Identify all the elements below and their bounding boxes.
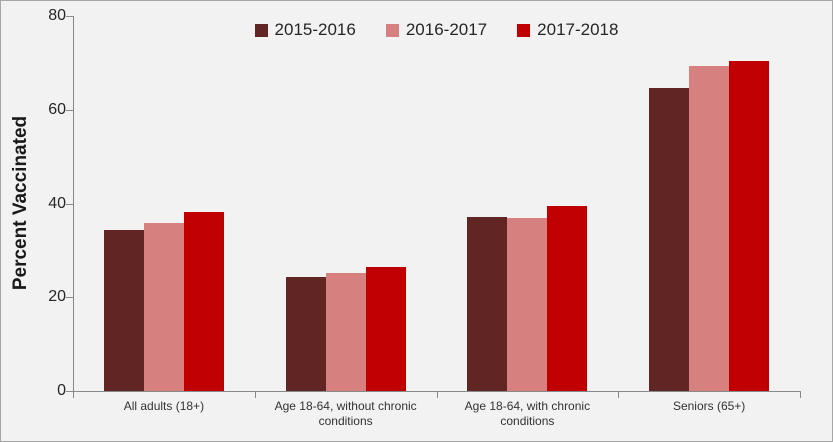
bar-2016-2017-1 bbox=[143, 223, 184, 391]
bar-2017-2018-2 bbox=[365, 266, 406, 391]
y-tick-0 bbox=[66, 391, 73, 392]
x-tick-2 bbox=[436, 391, 438, 398]
category-label-2: Age 18-64, without chronic conditions bbox=[274, 399, 417, 428]
category-label-3: Age 18-64, with chronic conditions bbox=[464, 399, 591, 428]
y-tick-label-80: 80 bbox=[48, 7, 66, 24]
x-tick-4 bbox=[800, 391, 801, 398]
legend-label: 2016-2017 bbox=[405, 20, 488, 39]
y-tick-60 bbox=[66, 109, 73, 111]
bar-2017-2018-3 bbox=[547, 205, 588, 391]
bar-2015-2016-1 bbox=[103, 230, 144, 391]
x-tick-1 bbox=[254, 391, 256, 398]
legend-item-2015-2016: 2015-2016 bbox=[254, 20, 356, 40]
bar-2015-2016-4 bbox=[649, 87, 690, 391]
category-label-4: Seniors (65+) bbox=[672, 399, 746, 413]
y-tick-40 bbox=[66, 203, 73, 205]
bar-2016-2017-2 bbox=[325, 272, 366, 391]
legend-label: 2017-2018 bbox=[537, 20, 619, 39]
legend-swatch-icon bbox=[517, 23, 531, 37]
bar-2016-2017-3 bbox=[507, 217, 548, 391]
y-tick-label-20: 20 bbox=[48, 288, 66, 306]
legend-item-2016-2017: 2016-2017 bbox=[385, 20, 488, 40]
y-tick-label-0: 0 bbox=[57, 382, 66, 399]
legend-label: 2015-2016 bbox=[274, 20, 356, 39]
y-tick-label-60: 60 bbox=[48, 100, 66, 118]
legend-swatch-icon bbox=[254, 23, 268, 37]
bar-2017-2018-4 bbox=[729, 60, 770, 391]
y-axis-line bbox=[73, 16, 74, 392]
legend-swatch-icon bbox=[385, 23, 399, 37]
legend: 2015-2016 2016-2017 2017-2018 bbox=[73, 19, 800, 41]
bar-2016-2017-4 bbox=[689, 66, 730, 391]
category-label-1: All adults (18+) bbox=[123, 399, 205, 413]
bar-2015-2016-2 bbox=[285, 276, 326, 391]
y-tick-80 bbox=[66, 16, 73, 17]
legend-item-2017-2018: 2017-2018 bbox=[517, 20, 618, 40]
y-tick-label-40: 40 bbox=[48, 194, 66, 212]
y-tick-20 bbox=[66, 297, 73, 299]
x-tick-0 bbox=[73, 391, 74, 398]
x-tick-3 bbox=[618, 391, 620, 398]
bar-2015-2016-3 bbox=[467, 216, 508, 391]
bar-2017-2018-1 bbox=[183, 211, 224, 391]
